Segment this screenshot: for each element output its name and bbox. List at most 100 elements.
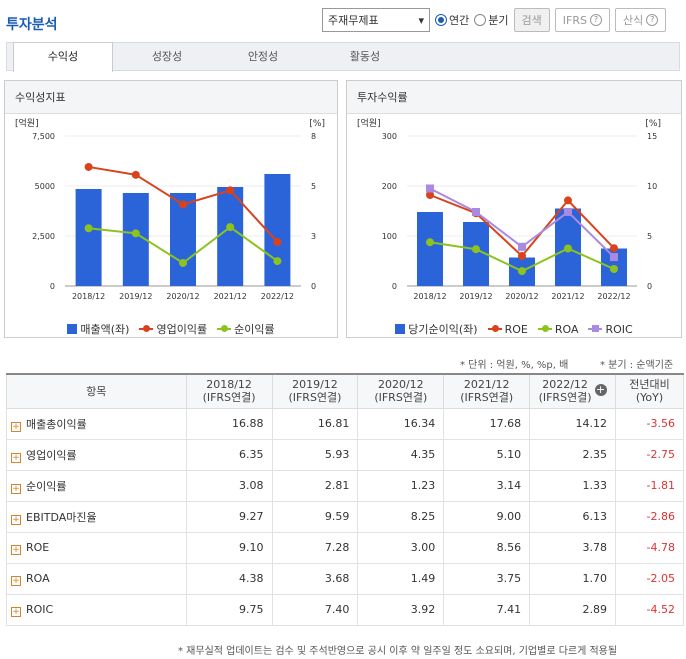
column-header: 항목 [6, 373, 187, 409]
search-button[interactable]: 검색 [513, 8, 550, 32]
profitability-table: 항목 2018/12 (IFRS연결) 2019/12 (IFRS연결) 202… [6, 373, 684, 626]
expand-icon[interactable]: + [11, 514, 21, 525]
column-header: 2019/12 (IFRS연결) [271, 373, 359, 409]
legend-label: 매출액(좌) [80, 323, 130, 336]
x-tick-label: 2020/12 [505, 292, 538, 301]
tab-activity[interactable]: 활동성 [349, 50, 381, 63]
legend-item-roa[interactable]: ROA [537, 321, 578, 337]
profitability-chart-panel: 수익성지표 [억원] [%] 7,500 5000 2,500 0 8 5 3 0 2018/12 2… [4, 80, 338, 338]
legend-item-op-margin[interactable]: 영업이익률 [139, 321, 207, 337]
x-tick-label: 2019/12 [119, 292, 152, 301]
data-point [426, 191, 434, 199]
value-cell: 2.81 [271, 469, 359, 502]
value-cell: 16.88 [185, 407, 273, 440]
table-row: + ROE 9.10 7.28 3.00 8.56 3.78 -4.78 [6, 531, 684, 564]
left-tick-label: 100 [382, 232, 397, 241]
tab-growth[interactable]: 성장성 [151, 50, 183, 63]
column-header: 전년대비 (YoY) [615, 373, 684, 409]
radio-quarter-label: 분기 [488, 14, 509, 27]
value-cell: 3.78 [529, 531, 617, 564]
x-tick-label: 2018/12 [72, 292, 105, 301]
data-point [564, 196, 572, 205]
x-tick-label: 2019/12 [459, 292, 492, 301]
formula-help-button[interactable]: 산식 ? [614, 8, 667, 32]
row-label[interactable]: ROIC [26, 602, 54, 616]
ifrs-help-button[interactable]: IFRS ? [554, 8, 610, 32]
expand-icon[interactable]: + [11, 483, 21, 494]
value-cell: 6.13 [529, 500, 617, 533]
row-label-cell: + ROE [6, 531, 187, 564]
row-label[interactable]: EBITDA마진율 [26, 510, 97, 524]
expand-icon[interactable]: + [11, 606, 21, 617]
legend-swatch [217, 325, 232, 332]
value-cell: 2.89 [529, 593, 617, 626]
column-header-label: 2021/12 (IFRS연결) [460, 378, 514, 405]
x-tick-label: 2020/12 [166, 292, 199, 301]
value-cell: 5.10 [443, 438, 531, 471]
data-point [273, 237, 282, 246]
data-point [518, 267, 526, 276]
table-row: + ROA 4.38 3.68 1.49 3.75 1.70 -2.05 [6, 562, 684, 595]
radio-quarter-dot[interactable] [474, 14, 487, 26]
row-label[interactable]: 순이익률 [26, 479, 67, 493]
column-header: 2022/12 (IFRS연결)+ [529, 373, 617, 409]
legend-item-roe[interactable]: ROE [487, 321, 528, 337]
left-axis-unit: [억원] [357, 117, 381, 129]
row-label[interactable]: ROA [26, 571, 50, 585]
add-column-icon[interactable]: + [594, 383, 607, 397]
value-cell: 14.12 [529, 407, 617, 440]
legend-item-roic[interactable]: ROIC [588, 321, 633, 337]
value-cell: 8.25 [357, 500, 445, 533]
right-tick-label: 10 [647, 182, 657, 191]
row-label[interactable]: 매출총이익률 [26, 417, 87, 431]
row-label[interactable]: 영업이익률 [26, 448, 77, 462]
row-label-cell: + 순이익률 [6, 469, 187, 502]
row-label[interactable]: ROE [26, 540, 50, 554]
expand-icon[interactable]: + [11, 544, 21, 555]
expand-icon[interactable]: + [11, 421, 21, 432]
panel-title: 투자수익률 [347, 81, 681, 114]
value-cell: 3.68 [271, 562, 359, 595]
value-cell: 9.10 [185, 531, 273, 564]
data-point [564, 207, 572, 216]
legend-item-net-income[interactable]: 당기순이익(좌) [395, 321, 478, 337]
radio-quarter[interactable]: 분기 [474, 12, 509, 28]
right-tick-label: 5 [647, 232, 652, 241]
radio-annual-dot[interactable] [435, 14, 447, 26]
bar [417, 212, 443, 286]
radio-annual[interactable]: 연간 [435, 12, 469, 28]
expand-icon[interactable]: + [11, 452, 21, 463]
legend-item-net-margin[interactable]: 순이익률 [217, 321, 275, 337]
tab-stability[interactable]: 안정성 [247, 50, 279, 63]
bar [217, 187, 244, 286]
value-cell: 1.33 [529, 469, 617, 502]
legend-item-sales[interactable]: 매출액(좌) [67, 321, 129, 337]
table-header-row: 항목 2018/12 (IFRS연결) 2019/12 (IFRS연결) 202… [6, 373, 684, 409]
left-tick-label: 5000 [35, 182, 55, 191]
row-label-cell: + 영업이익률 [6, 438, 187, 471]
table-row: + EBITDA마진율 9.27 9.59 8.25 9.00 6.13 -2.86 [6, 500, 684, 533]
right-tick-label: 15 [647, 132, 657, 141]
column-header-label: 2022/12 (IFRS연결) [538, 378, 592, 405]
column-header: 2021/12 (IFRS연결) [443, 373, 531, 409]
chevron-down-icon: ▾ [418, 13, 424, 27]
data-point [518, 252, 526, 260]
page-title: 투자분석 [6, 17, 58, 33]
yoy-cell: -4.78 [615, 531, 684, 564]
right-tick-label: 8 [311, 132, 316, 141]
expand-icon[interactable]: + [11, 575, 21, 586]
statement-select[interactable]: 주재무제표 ▾ [322, 8, 430, 32]
row-label-cell: + ROIC [6, 593, 187, 626]
legend-swatch [588, 325, 603, 332]
unit-note: * 단위 : 억원, %, %p, 배 [460, 360, 569, 371]
yoy-cell: -3.56 [615, 407, 684, 440]
data-point [84, 162, 93, 171]
tab-profitability[interactable]: 수익성 [13, 42, 113, 72]
data-point [273, 257, 282, 266]
row-label-cell: + ROA [6, 562, 187, 595]
value-cell: 9.75 [185, 593, 273, 626]
value-cell: 8.56 [443, 531, 531, 564]
table-row: + 순이익률 3.08 2.81 1.23 3.14 1.33 -1.81 [6, 469, 684, 502]
left-tick-label: 300 [382, 132, 397, 141]
legend-label: ROIC [605, 322, 633, 336]
